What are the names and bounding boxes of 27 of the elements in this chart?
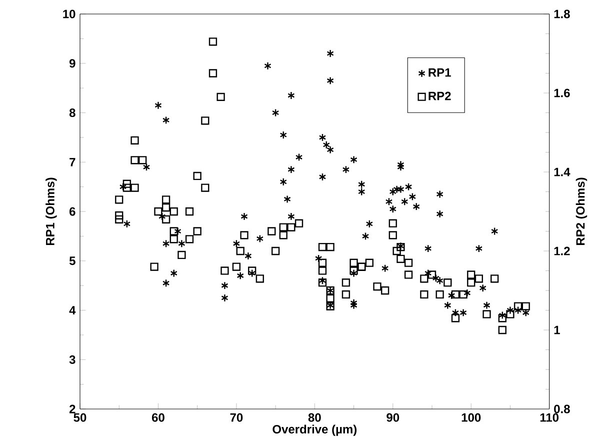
y2-axis-title: RP2 (Ohms): [576, 178, 588, 246]
x-tick-label: 50: [74, 413, 86, 422]
y2-tick-label: 1.6: [554, 88, 570, 98]
y-tick-label: 2: [69, 404, 76, 414]
y-tick-label: 6: [70, 207, 76, 216]
y-tick-label: 4: [69, 306, 76, 314]
y2-tick-label: 1.4: [554, 168, 570, 176]
x-axis-title: Overdrive (µm): [272, 424, 357, 436]
y-tick-label: 7: [70, 158, 76, 166]
legend-label: RP1: [428, 68, 451, 77]
y-tick-label: 10: [63, 10, 76, 18]
y-axis-title: RP1 (Ohms): [46, 178, 57, 246]
x-tick-label: 80: [308, 413, 321, 422]
x-tick-label: 90: [386, 413, 400, 422]
y-tick-label: 3: [69, 355, 76, 364]
x-tick-label: 100: [462, 413, 481, 422]
x-tick-label: 110: [540, 413, 559, 422]
y-tick-label: 5: [69, 256, 76, 266]
y2-tick-label: 1.2: [554, 246, 570, 256]
y2-tick-label: 1.8: [554, 10, 570, 18]
x-tick-label: 60: [152, 413, 164, 422]
y2-tick-label: 0.8: [554, 404, 570, 414]
x-tick-label: 70: [230, 413, 243, 422]
y-tick-label: 9: [69, 59, 76, 68]
y-tick-label: 8: [69, 108, 76, 118]
legend-label: RP2: [428, 92, 451, 100]
y2-tick-label: 1: [554, 326, 560, 334]
